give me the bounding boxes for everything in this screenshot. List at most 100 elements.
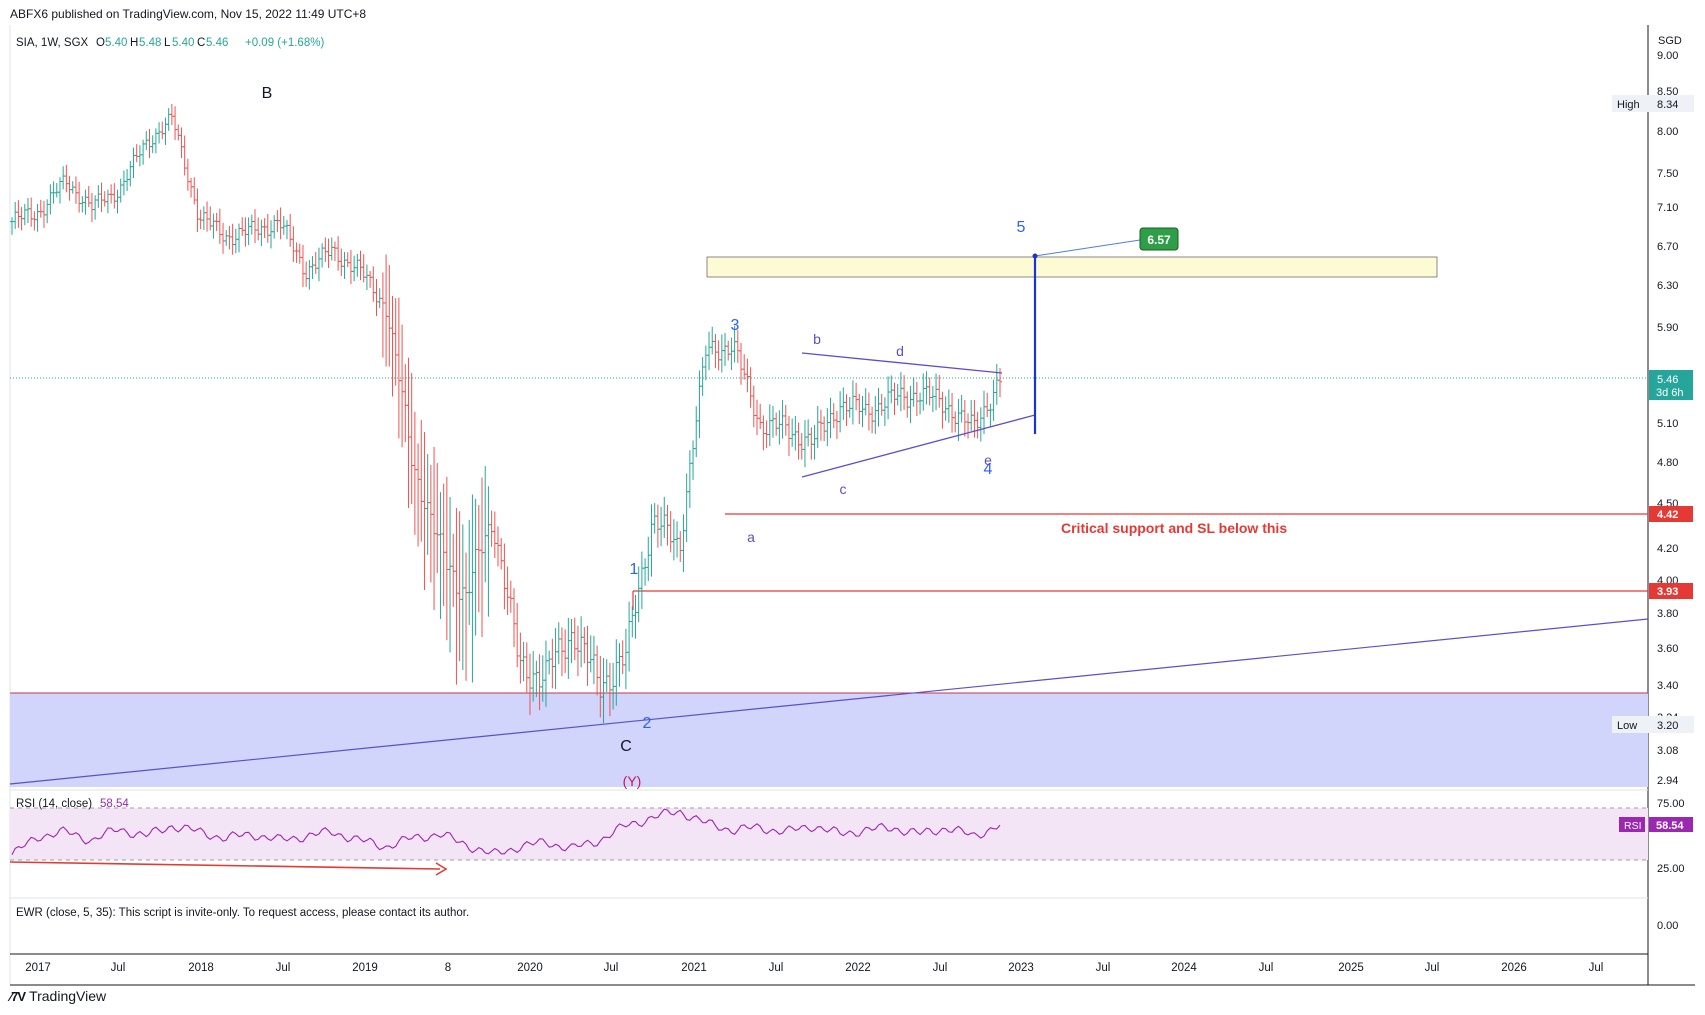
target-badge — [1139, 227, 1179, 251]
price-tick-17: 3.08 — [1657, 745, 1678, 757]
long-trendline — [9, 618, 1649, 785]
price-tick-11: 4.20 — [1657, 543, 1678, 555]
price-tick-15: 3.40 — [1657, 680, 1678, 692]
price-tick-8: 5.10 — [1657, 418, 1678, 430]
price-tick-9: 4.80 — [1657, 457, 1678, 469]
svg-text:5.46: 5.46 — [1657, 374, 1678, 386]
price-tick-6: 6.30 — [1657, 280, 1678, 292]
wave-label-d: d — [896, 343, 904, 359]
rsi-band — [10, 808, 1648, 860]
price-axis-ticks: 9.008.508.007.507.106.706.305.905.104.80… — [1657, 50, 1678, 787]
wave-label-a: a — [747, 529, 755, 545]
price-tick-3: 7.50 — [1657, 168, 1678, 180]
close-label: C — [197, 37, 205, 49]
price-candles — [10, 104, 1002, 724]
price-tick-7: 5.90 — [1657, 322, 1678, 334]
target-badge-text: 6.57 — [1147, 233, 1171, 247]
triangle-lower-line — [801, 414, 1036, 478]
critical-support-annotation: Critical support and SL below this — [1061, 520, 1287, 536]
price-tick-4: 7.10 — [1657, 202, 1678, 214]
support-price-tag: 4.42 — [1649, 506, 1693, 522]
time-tick-6: 2020 — [517, 962, 543, 974]
wave-label-2: 2 — [643, 715, 652, 732]
wave-label-4: 4 — [984, 461, 993, 478]
svg-text:Low: Low — [1617, 720, 1637, 732]
tradingview-logo-icon: ⁄7V — [10, 988, 26, 1004]
ewr-tick: 0.00 — [1657, 920, 1678, 932]
wave-label-B: B — [262, 85, 273, 102]
rsi-arrow-head — [435, 862, 448, 876]
wave-label-3: 3 — [731, 317, 740, 334]
time-tick-15: Jul — [1259, 962, 1274, 974]
svg-text:RSI: RSI — [1624, 820, 1642, 832]
close-value: 5.46 — [206, 37, 228, 49]
svg-text:3.20: 3.20 — [1657, 720, 1678, 732]
price-tick-14: 3.60 — [1657, 643, 1678, 655]
svg-text:3.93: 3.93 — [1657, 586, 1678, 598]
wave-label-c: c — [840, 481, 847, 497]
low-label: L — [164, 37, 171, 49]
rsi-divergence-arrow — [9, 861, 441, 870]
time-tick-1: Jul — [111, 962, 126, 974]
rsi-tick-75: 75.00 — [1657, 798, 1685, 810]
time-tick-13: Jul — [1096, 962, 1111, 974]
rsi-value: 58.54 — [100, 798, 129, 810]
time-tick-14: 2024 — [1171, 962, 1197, 974]
svg-text:8.34: 8.34 — [1657, 99, 1678, 111]
time-tick-8: 2021 — [681, 962, 707, 974]
last-price-tag: 5.46 3d 6h — [1649, 370, 1693, 400]
time-tick-9: Jul — [769, 962, 784, 974]
price-tick-0: 9.00 — [1657, 50, 1678, 62]
time-tick-17: Jul — [1425, 962, 1440, 974]
rsi-tag: RSI 58.54 — [1619, 817, 1693, 832]
change-value: +0.09 (+1.68%) — [245, 37, 324, 49]
high-price-tag: High 8.34 — [1612, 95, 1694, 112]
brand-footer[interactable]: ⁄7V TradingView — [10, 988, 106, 1004]
time-tick-19: Jul — [1589, 962, 1604, 974]
time-axis: 2017 Jul 2018 Jul 2019 8 2020 Jul 2021 Jul 2022 Jul… — [25, 962, 1603, 974]
brand-name: TradingView — [29, 988, 107, 1004]
high-value: 5.48 — [139, 37, 161, 49]
rsi-tick-25: 25.00 — [1657, 863, 1685, 875]
wave1-price-tag: 3.93 — [1649, 583, 1693, 599]
svg-text:3d 6h: 3d 6h — [1656, 387, 1684, 399]
wave-label-Y: (Y) — [623, 773, 642, 789]
wave-label-b: b — [813, 331, 821, 347]
open-value: 5.40 — [105, 37, 127, 49]
svg-text:High: High — [1617, 99, 1640, 111]
price-tick-18: 2.94 — [1657, 775, 1678, 787]
time-tick-11: Jul — [933, 962, 948, 974]
target-anchor — [1032, 253, 1038, 259]
ohlc-legend: SIA, 1W, SGX O 5.40 H 5.48 L 5.40 C 5.46… — [16, 37, 324, 49]
support-zone — [10, 693, 1648, 787]
svg-text:58.54: 58.54 — [1656, 820, 1684, 832]
open-label: O — [96, 37, 105, 49]
time-tick-7: Jul — [604, 962, 619, 974]
price-tick-5: 6.70 — [1657, 241, 1678, 253]
time-tick-12: 2023 — [1008, 962, 1034, 974]
low-value: 5.40 — [172, 37, 194, 49]
target-leader-line — [1034, 239, 1141, 257]
wave-label-C: C — [620, 738, 632, 755]
time-tick-16: 2025 — [1338, 962, 1364, 974]
time-tick-10: 2022 — [845, 962, 871, 974]
ewr-label: EWR (close, 5, 35): This script is invit… — [16, 907, 469, 919]
publish-line: ABFX6 published on TradingView.com, Nov … — [10, 7, 367, 21]
rsi-line — [11, 808, 1001, 856]
time-tick-0: 2017 — [25, 962, 51, 974]
price-tick-2: 8.00 — [1657, 126, 1678, 138]
rsi-label: RSI (14, close) — [16, 798, 92, 810]
target-zone — [706, 256, 1438, 278]
time-tick-18: 2026 — [1501, 962, 1527, 974]
symbol-label: SIA, 1W, SGX — [16, 37, 89, 49]
low-price-tag: Low 3.20 — [1612, 716, 1694, 733]
time-tick-5: 8 — [445, 962, 451, 974]
high-label: H — [130, 37, 138, 49]
price-tick-13: 3.80 — [1657, 608, 1678, 620]
wave-label-e: e — [984, 452, 992, 468]
wave-label-5: 5 — [1017, 219, 1026, 236]
wave-label-1: 1 — [630, 561, 639, 578]
time-tick-4: 2019 — [352, 962, 378, 974]
time-tick-3: Jul — [276, 962, 291, 974]
